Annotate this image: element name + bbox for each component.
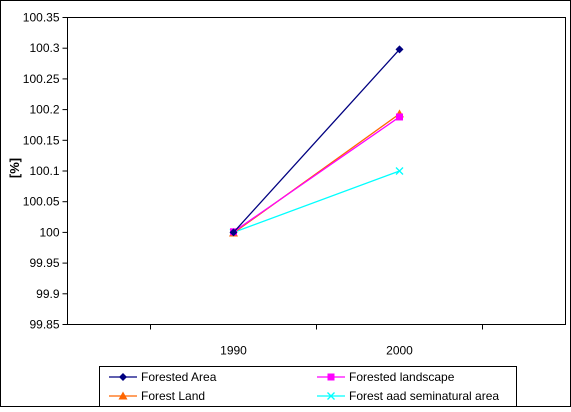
legend-marker	[327, 373, 335, 381]
y-tick-label: 100.35	[23, 11, 60, 25]
data-point	[396, 113, 403, 121]
legend-entry: Forested Area	[109, 370, 217, 384]
y-tick-label: 100.15	[23, 133, 60, 147]
legend-marker	[327, 392, 335, 400]
series-line	[233, 170, 400, 234]
legend-label: Forest Land	[141, 389, 205, 403]
series-forested-area	[229, 45, 404, 237]
legend-entry: Forested landscape	[317, 370, 455, 384]
y-tick-label: 99.9	[36, 287, 60, 301]
legend-entry: Forest aad seminatural area	[317, 389, 499, 403]
legend-label: Forested Area	[141, 370, 217, 384]
y-tick-label: 100.25	[23, 72, 60, 86]
y-tick-label: 99.85	[29, 318, 59, 332]
y-tick-label: 100.1	[29, 164, 59, 178]
legend-box	[99, 366, 517, 407]
y-tick-label: 100.3	[29, 41, 59, 55]
legend-label: Forest aad seminatural area	[349, 389, 499, 403]
y-tick-label: 100	[39, 225, 59, 239]
legend: Forested Area Forested landscape Forest La…	[99, 366, 517, 407]
y-axis-label: [%]	[7, 158, 22, 178]
plot-area	[67, 17, 566, 325]
legend-label: Forested landscape	[349, 370, 455, 384]
series-line	[233, 48, 400, 233]
y-axis: 100.35 100.3 100.25 100.2 100.15 100.1 100.05 1…	[23, 11, 68, 332]
data-point	[229, 228, 238, 237]
x-tick-label: 1990	[220, 344, 247, 358]
x-tick-label: 2000	[386, 344, 413, 358]
legend-entry: Forest Land	[109, 389, 205, 403]
series-layer	[229, 45, 404, 237]
legend-marker	[119, 373, 127, 381]
data-point	[395, 45, 404, 54]
y-tick-label: 99.95	[29, 256, 59, 270]
legend-marker	[118, 391, 128, 400]
y-tick-label: 100.05	[23, 195, 60, 209]
y-tick-label: 100.2	[29, 103, 59, 117]
x-axis: 1990 2000	[150, 324, 483, 358]
series-line	[233, 116, 400, 233]
data-point	[395, 167, 404, 175]
